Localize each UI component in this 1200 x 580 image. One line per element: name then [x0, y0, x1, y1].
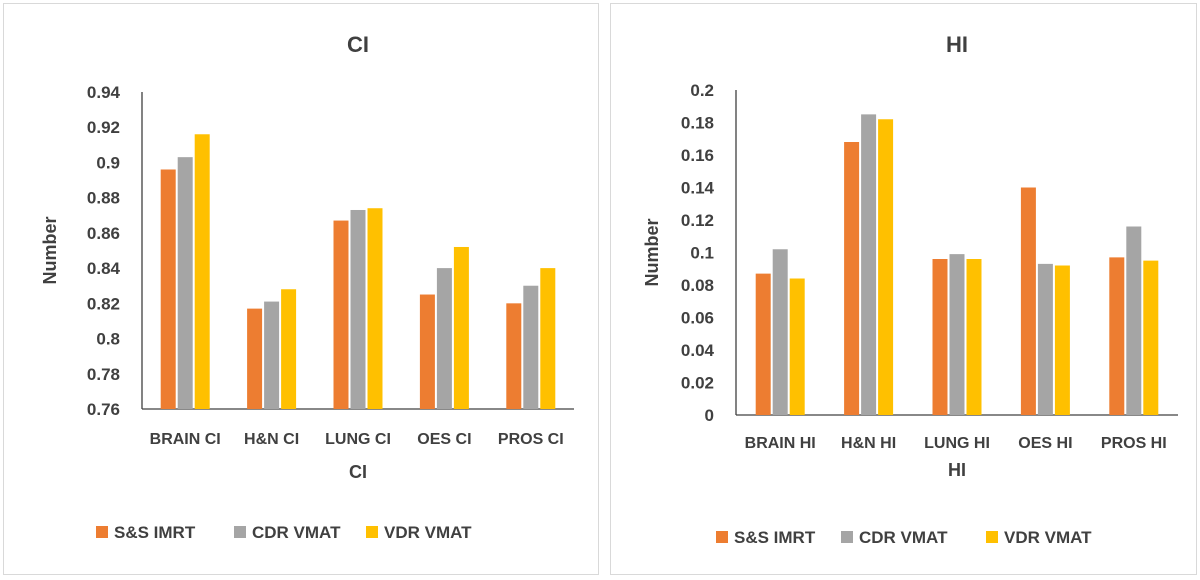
- bar-s-s-imrt-lung-ci: [333, 220, 349, 409]
- legend-swatch-cdr-vmat: [841, 531, 853, 543]
- y-tick-label: 0.16: [681, 146, 714, 165]
- y-tick-label: 0.08: [681, 276, 714, 295]
- y-tick-label: 0.06: [681, 309, 714, 328]
- legend-label: VDR VMAT: [1004, 528, 1092, 547]
- bar-vdr-vmat-oes-ci: [453, 246, 469, 409]
- bar-vdr-vmat-brain-ci: [194, 134, 210, 409]
- bar-cdr-vmat-pros-hi: [1126, 226, 1142, 415]
- bar-vdr-vmat-lung-hi: [966, 259, 982, 415]
- x-axis-title: HI: [948, 460, 966, 480]
- y-tick-label: 0.76: [87, 400, 120, 419]
- y-tick-label: 0.2: [690, 81, 714, 100]
- ci-chart-panel: CI 0.76 0.78 0.8 0.82 0.84 0.86 0.88 0.9 0.92 0.94…: [3, 3, 599, 575]
- bar-s-s-imrt-pros-ci: [506, 303, 522, 409]
- x-tick-label: PROS HI: [1101, 435, 1167, 452]
- x-tick-label: H&N HI: [841, 435, 896, 452]
- bar-s-s-imrt-pros-hi: [1109, 257, 1125, 415]
- bar-vdr-vmat-oes-hi: [1054, 265, 1070, 415]
- hi-chart: HI 0 0.02 0.04 0.06 0.08 0.1 0.12 0.14 0.16 0.18 0.…: [642, 32, 1178, 547]
- y-tick-label: 0.1: [690, 244, 714, 263]
- legend-label: S&S IMRT: [114, 523, 196, 542]
- y-tick-label: 0.84: [87, 259, 121, 278]
- bar-s-s-imrt-oes-ci: [419, 294, 435, 409]
- legend-swatch-vdr-vmat: [366, 526, 378, 538]
- x-tick-label: BRAIN CI: [150, 431, 221, 448]
- bar-vdr-vmat-h-n-ci: [281, 289, 297, 409]
- x-tick-label: PROS CI: [498, 431, 564, 448]
- y-tick-label: 0.04: [681, 341, 715, 360]
- legend-label: CDR VMAT: [252, 523, 341, 542]
- bar-cdr-vmat-oes-hi: [1037, 263, 1053, 415]
- bar-cdr-vmat-brain-hi: [772, 249, 788, 415]
- y-tick-label: 0.9: [96, 153, 120, 172]
- y-tick-label: 0.8: [96, 330, 120, 349]
- legend-label: S&S IMRT: [734, 528, 816, 547]
- y-axis-title: Number: [642, 218, 662, 286]
- y-tick-label: 0.12: [681, 211, 714, 230]
- x-tick-label: LUNG CI: [325, 431, 391, 448]
- y-tick-label: 0.94: [87, 83, 121, 102]
- bar-cdr-vmat-pros-ci: [523, 285, 539, 409]
- bar-cdr-vmat-oes-ci: [436, 268, 452, 409]
- bar-s-s-imrt-lung-hi: [932, 259, 948, 415]
- y-tick-label: 0.86: [87, 224, 120, 243]
- bar-s-s-imrt-h-n-hi: [844, 142, 860, 415]
- y-tick-label: 0: [705, 406, 714, 425]
- bar-cdr-vmat-brain-ci: [177, 157, 193, 409]
- x-tick-label: OES HI: [1018, 435, 1072, 452]
- chart-title: HI: [946, 32, 968, 57]
- y-tick-label: 0.18: [681, 114, 714, 133]
- bar-s-s-imrt-oes-hi: [1020, 187, 1036, 415]
- bar-s-s-imrt-brain-hi: [755, 273, 771, 415]
- y-tick-label: 0.88: [87, 189, 120, 208]
- y-axis-title: Number: [40, 216, 60, 284]
- bar-cdr-vmat-lung-hi: [949, 254, 965, 415]
- x-tick-label: H&N CI: [244, 431, 299, 448]
- bar-s-s-imrt-h-n-ci: [247, 308, 263, 409]
- bar-s-s-imrt-brain-ci: [160, 169, 176, 409]
- bar-cdr-vmat-lung-ci: [350, 209, 366, 409]
- legend-swatch-s-s-imrt: [716, 531, 728, 543]
- bar-vdr-vmat-h-n-hi: [878, 119, 894, 415]
- legend-swatch-cdr-vmat: [234, 526, 246, 538]
- legend-swatch-vdr-vmat: [986, 531, 998, 543]
- bar-cdr-vmat-h-n-hi: [861, 114, 877, 415]
- chart-title: CI: [347, 32, 369, 57]
- ci-chart: CI 0.76 0.78 0.8 0.82 0.84 0.86 0.88 0.9 0.92 0.94…: [40, 32, 574, 542]
- y-tick-label: 0.14: [681, 179, 715, 198]
- y-tick-label: 0.92: [87, 118, 120, 137]
- hi-chart-panel: HI 0 0.02 0.04 0.06 0.08 0.1 0.12 0.14 0.16 0.18 0.…: [610, 3, 1197, 575]
- y-tick-label: 0.78: [87, 365, 120, 384]
- legend-label: VDR VMAT: [384, 523, 472, 542]
- bar-vdr-vmat-pros-ci: [540, 268, 556, 409]
- y-tick-label: 0.82: [87, 294, 120, 313]
- y-tick-label: 0.02: [681, 374, 714, 393]
- legend-label: CDR VMAT: [859, 528, 948, 547]
- x-tick-label: BRAIN HI: [745, 435, 816, 452]
- bar-vdr-vmat-pros-hi: [1143, 260, 1159, 415]
- x-tick-label: OES CI: [417, 431, 471, 448]
- bar-vdr-vmat-lung-ci: [367, 208, 383, 409]
- bar-cdr-vmat-h-n-ci: [264, 301, 280, 409]
- bar-vdr-vmat-brain-hi: [789, 278, 805, 415]
- x-tick-label: LUNG HI: [924, 435, 990, 452]
- legend-swatch-s-s-imrt: [96, 526, 108, 538]
- x-axis-title: CI: [349, 462, 367, 482]
